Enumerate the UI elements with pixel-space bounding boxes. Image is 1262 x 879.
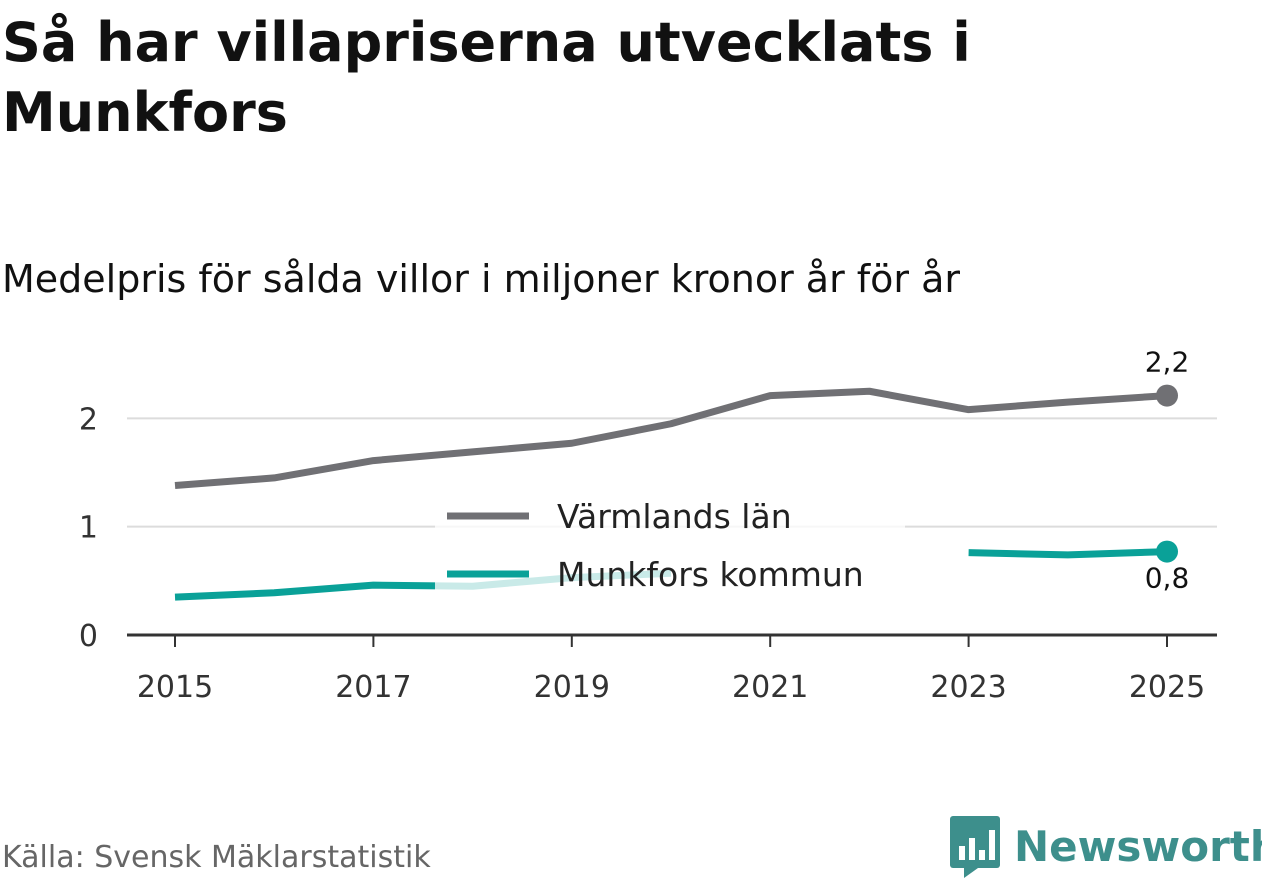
x-tick-label: 2021 <box>732 670 808 705</box>
series-end-point-0 <box>1156 384 1178 407</box>
newsworthy-logo-icon <box>950 816 1000 878</box>
end-value-label: 0,8 <box>1145 562 1190 595</box>
series-line-1 <box>968 548 1168 559</box>
x-axis: 2015 2017 2019 2021 2023 2025 <box>127 633 1217 705</box>
end-labels: 2,2 0,8 <box>1145 346 1190 595</box>
line-chart: 0 1 2 2015 2017 2019 2021 2023 2025 Värmlands l… <box>79 346 1217 705</box>
end-value-label: 2,2 <box>1145 346 1190 379</box>
legend: Värmlands län Munkfors kommun <box>435 485 905 605</box>
legend-label: Munkfors kommun <box>557 555 864 594</box>
x-tick-label: 2015 <box>137 670 213 705</box>
chart-subtitle: Medelpris för sålda villor i miljoner kr… <box>2 257 961 301</box>
y-axis-ticks: 0 1 2 <box>79 402 98 654</box>
newsworthy-logo: Newsworthy <box>950 816 1262 878</box>
legend-background <box>435 485 905 605</box>
chart-title: Så har villapriserna utvecklats i Munkfo… <box>2 11 971 144</box>
x-tick-label: 2017 <box>335 670 411 705</box>
source-note: Källa: Svensk Mäklarstatistik <box>2 840 431 875</box>
y-tick-label: 0 <box>79 619 98 654</box>
y-tick-label: 2 <box>79 402 98 437</box>
series-end-point-1 <box>1156 540 1178 563</box>
series-line-0 <box>174 387 1168 489</box>
brand-name: Newsworthy <box>1014 822 1262 871</box>
x-tick-label: 2019 <box>534 670 610 705</box>
x-tick-label: 2023 <box>930 670 1006 705</box>
y-tick-label: 1 <box>79 511 98 546</box>
x-tick-label: 2025 <box>1129 670 1205 705</box>
legend-label: Värmlands län <box>557 497 792 536</box>
